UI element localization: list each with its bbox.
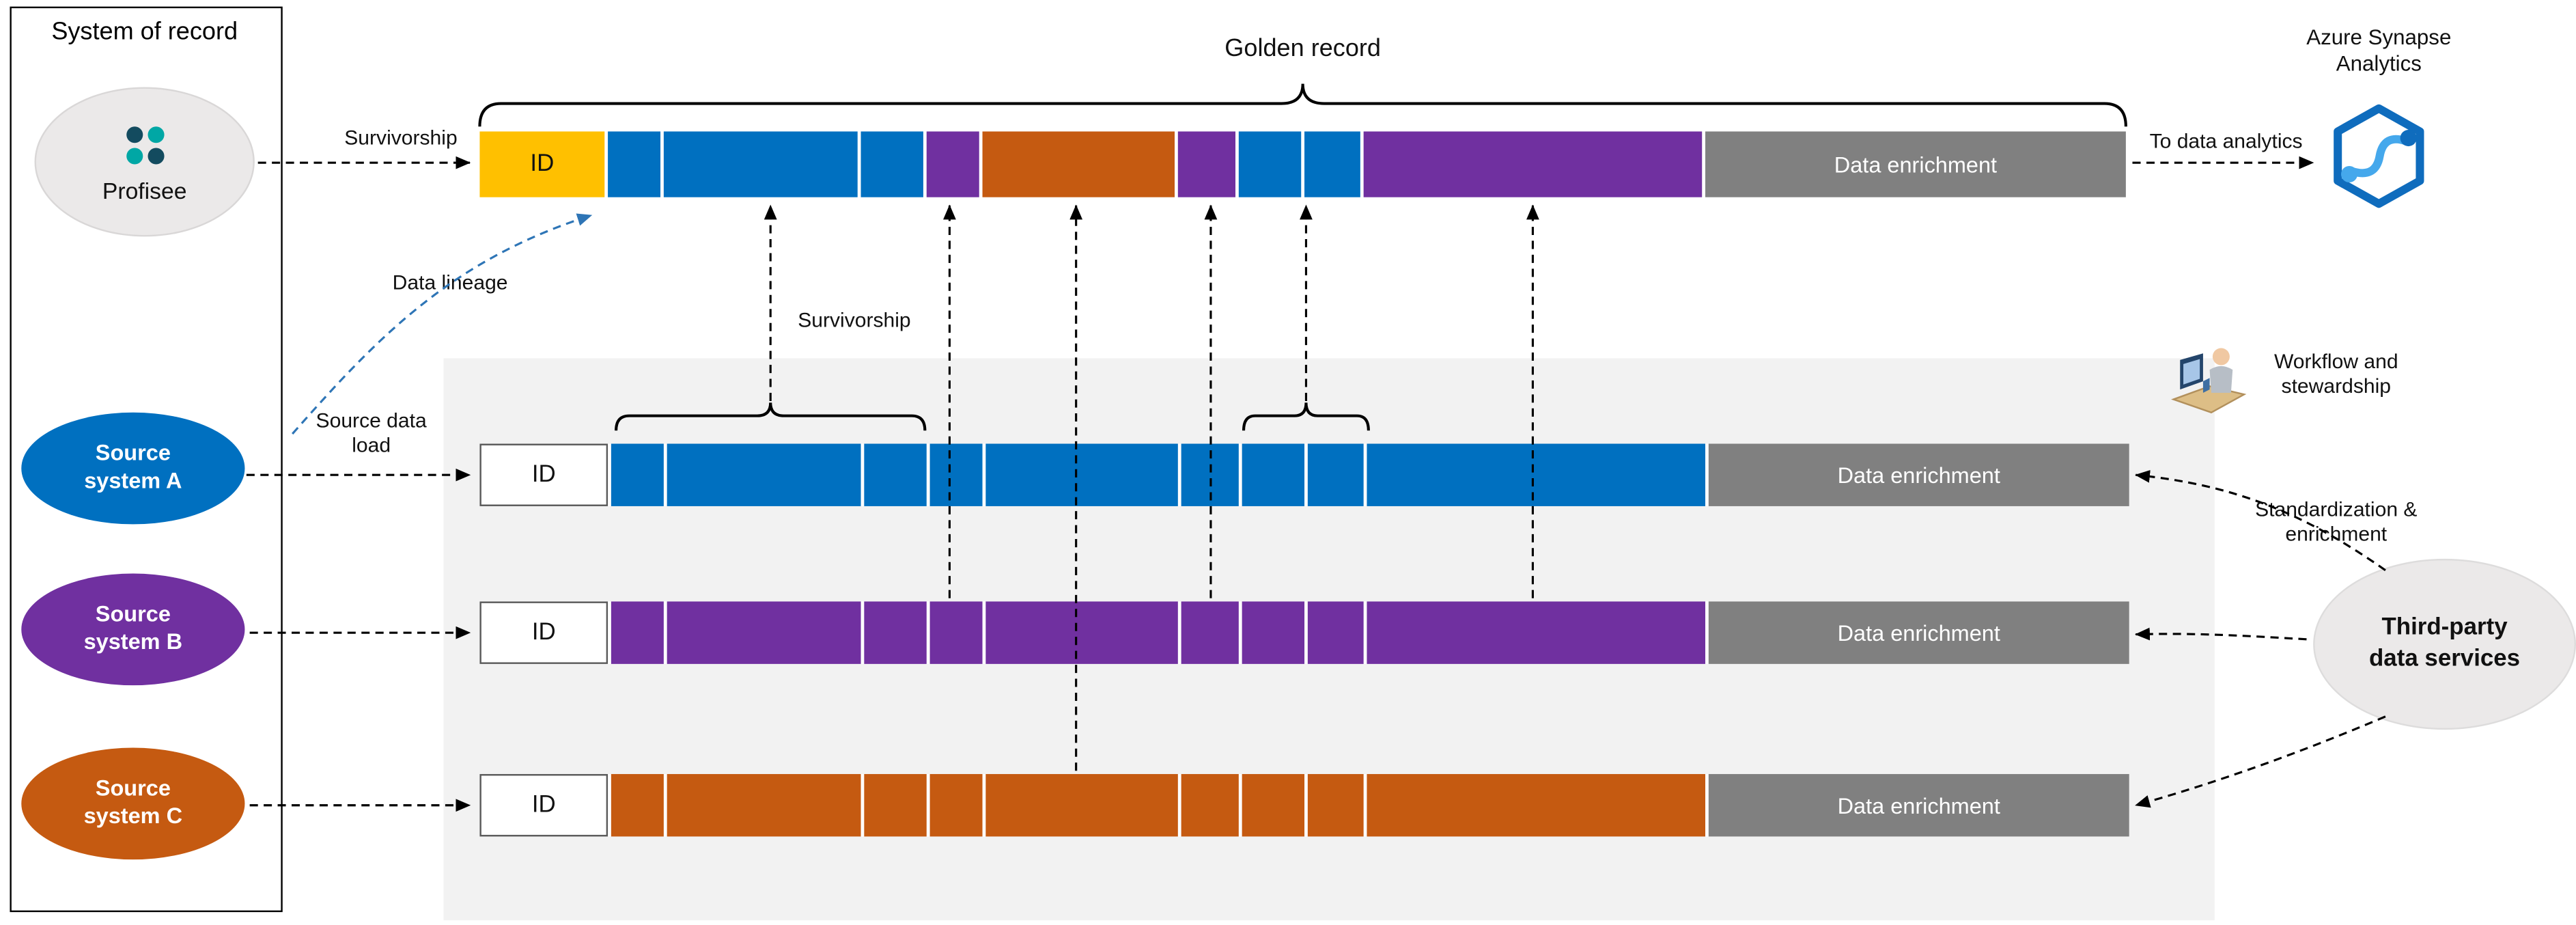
row_b-segment-2 [667, 601, 861, 664]
source-a-label-line2: system A [84, 468, 182, 493]
row_b-segment-8 [1307, 601, 1364, 664]
golden-segment-9 [1363, 131, 1703, 197]
row_c-segment-4 [929, 774, 983, 837]
source-b-label-line1: Source [95, 601, 171, 626]
row_c-segment-7 [1242, 774, 1305, 837]
row-b-segments [611, 601, 1706, 664]
azure-synapse-icon [2334, 104, 2424, 208]
source-data-load-line1: Source data [316, 409, 427, 432]
row_a-segment-2 [667, 443, 861, 506]
row-c-enrichment-label: Data enrichment [1837, 792, 2000, 818]
row_b-segment-6 [1181, 601, 1239, 664]
golden-segment-2 [663, 131, 858, 197]
golden-segment-6 [1177, 131, 1236, 197]
golden-record-brace [478, 83, 2127, 127]
azure-synapse-label-line2: Analytics [2336, 51, 2422, 76]
source-c-label-line1: Source [95, 775, 171, 801]
row-b-enrichment-cell: Data enrichment [1708, 601, 2129, 664]
row_a-segment-5 [985, 443, 1178, 506]
row-c-id-cell: ID [479, 774, 608, 837]
profisee-node: Profisee [34, 87, 255, 237]
source-system-b-node: Source system B [21, 573, 245, 686]
source-system-a-node: Source system A [21, 412, 245, 525]
row_b-segment-4 [929, 601, 983, 664]
row_b-segment-5 [985, 601, 1178, 664]
source-data-load-line2: load [352, 434, 391, 458]
golden-record-bar: ID Data enrichment [479, 131, 2126, 197]
row_c-segment-9 [1367, 774, 1706, 837]
row-c-id-label: ID [531, 792, 556, 818]
golden-segment-5 [982, 131, 1175, 197]
golden-record-title: Golden record [1224, 34, 1381, 63]
row_a-segment-7 [1242, 443, 1305, 506]
to-data-analytics-label: To data analytics [2149, 130, 2303, 153]
golden-enrichment-label: Data enrichment [1834, 152, 1998, 177]
standardization-label-line2: enrichment [2285, 523, 2388, 547]
golden-enrichment-cell: Data enrichment [1705, 131, 2126, 197]
golden-record-segments [608, 131, 1703, 197]
workflow-stewardship-icon [2171, 348, 2247, 414]
third-party-label-line2: data services [2369, 646, 2521, 672]
row_b-segment-3 [864, 601, 927, 664]
row-a-id-label: ID [531, 461, 556, 488]
standardization-enrichment-label: Standardization & enrichment [2224, 498, 2448, 548]
row-c-segments [611, 774, 1706, 837]
row_c-segment-2 [667, 774, 861, 837]
source-a-label-line1: Source [95, 441, 171, 466]
azure-synapse-label-line1: Azure Synapse [2306, 25, 2452, 50]
row-c-enrichment-cell: Data enrichment [1708, 774, 2129, 837]
source-c-record-bar: ID Data enrichment [479, 774, 2129, 837]
row_a-segment-9 [1367, 443, 1706, 506]
row-a-id-cell: ID [479, 443, 608, 506]
golden-segment-4 [926, 131, 979, 197]
row_c-segment-5 [985, 774, 1178, 837]
row_c-segment-3 [864, 774, 927, 837]
row-a-enrichment-label: Data enrichment [1837, 463, 2000, 488]
row_a-segment-4 [929, 443, 983, 506]
source-b-record-bar: ID Data enrichment [479, 601, 2129, 664]
workflow-stewardship-label: Workflow and stewardship [2257, 350, 2415, 400]
row-a-enrichment-cell: Data enrichment [1708, 443, 2129, 506]
row_b-segment-7 [1242, 601, 1305, 664]
row-b-enrichment-label: Data enrichment [1837, 620, 2000, 646]
golden-segment-3 [860, 131, 923, 197]
row_a-segment-3 [864, 443, 927, 506]
row-a-segments [611, 443, 1706, 506]
row_c-segment-8 [1307, 774, 1364, 837]
profisee-label: Profisee [102, 176, 187, 204]
golden-id-label: ID [530, 151, 555, 178]
golden-id-cell: ID [479, 131, 605, 197]
workflow-label-line2: stewardship [2281, 375, 2391, 398]
source-data-load-label: Source data load [305, 409, 436, 459]
row_c-segment-1 [611, 774, 664, 837]
workflow-label-line1: Workflow and [2273, 350, 2398, 374]
standardization-label-line1: Standardization & [2255, 497, 2418, 521]
golden-segment-7 [1238, 131, 1302, 197]
source-b-label-line2: system B [83, 629, 183, 654]
row_c-segment-6 [1181, 774, 1239, 837]
source-system-c-node: Source system C [21, 747, 245, 860]
third-party-data-services-node: Third-party data services [2313, 558, 2576, 730]
system-of-record-title: System of record [51, 18, 238, 46]
row_a-segment-1 [611, 443, 664, 506]
row_a-segment-8 [1307, 443, 1364, 506]
row-b-id-cell: ID [479, 601, 608, 664]
row-b-id-label: ID [531, 619, 556, 646]
row_b-segment-1 [611, 601, 664, 664]
survivorship-label-mid: Survivorship [798, 309, 911, 332]
golden-segment-8 [1304, 131, 1360, 197]
azure-synapse-label: Azure Synapse Analytics [2287, 25, 2471, 77]
third-party-label-line1: Third-party [2381, 615, 2508, 641]
golden-segment-1 [608, 131, 661, 197]
row_b-segment-9 [1367, 601, 1706, 664]
data-lineage-label: Data lineage [392, 271, 508, 294]
source-a-record-bar: ID Data enrichment [479, 443, 2129, 506]
source-c-label-line2: system C [83, 803, 183, 829]
survivorship-label-top: Survivorship [344, 126, 458, 150]
profisee-logo-icon [126, 126, 165, 164]
row_a-segment-6 [1181, 443, 1239, 506]
